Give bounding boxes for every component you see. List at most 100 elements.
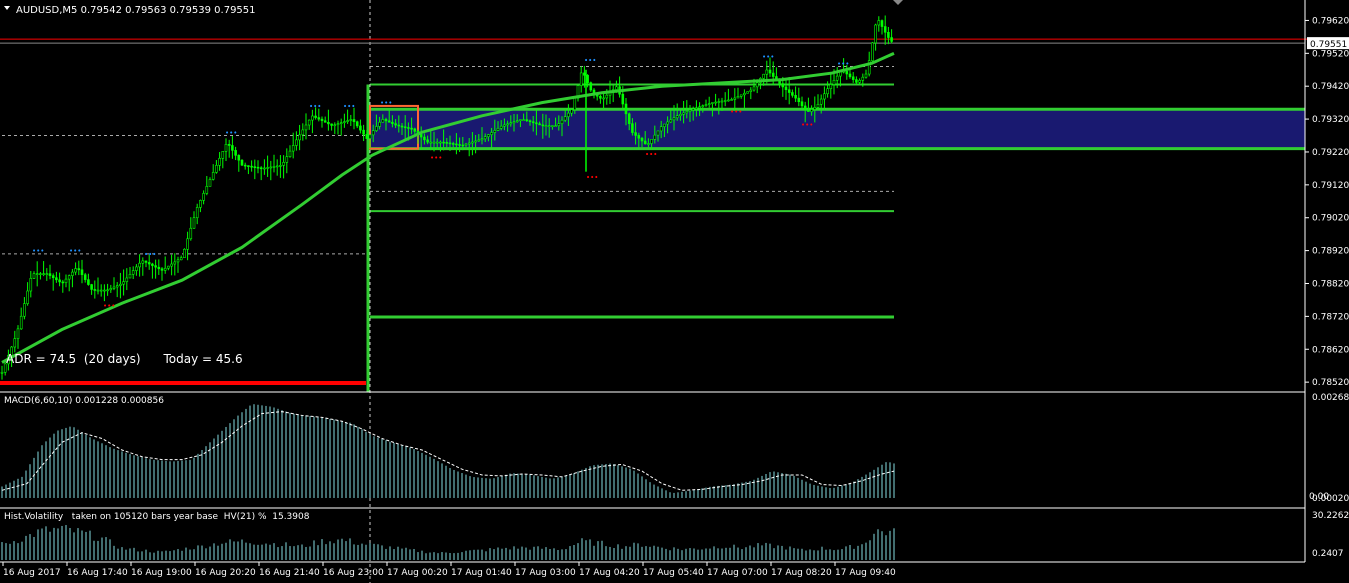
candle-body <box>579 72 583 86</box>
candle-body <box>739 94 743 97</box>
candle-body <box>487 134 490 138</box>
candle-body <box>714 101 717 104</box>
candle-body <box>39 273 42 275</box>
candle-body <box>663 123 666 128</box>
candle-body <box>259 167 263 170</box>
candle-body <box>346 120 349 122</box>
time-tick-label: 17 Aug 00:20 <box>387 568 448 578</box>
price-tick-label: 0.78920 <box>1312 247 1349 257</box>
candle-body <box>599 95 602 99</box>
candle-body <box>202 193 205 201</box>
candle-body <box>791 92 794 96</box>
candle-body <box>499 125 503 129</box>
candle-body <box>461 144 465 147</box>
current-price-box <box>1307 37 1349 50</box>
price-tick-label: 0.79620 <box>1312 16 1349 26</box>
candle-body <box>218 158 221 166</box>
candle-body <box>394 123 397 126</box>
candle-body <box>365 134 369 139</box>
candle-body <box>477 139 481 142</box>
candle-body <box>464 143 468 146</box>
macd-axis-extra: 0.00 <box>1309 492 1329 502</box>
candle-body <box>583 72 586 76</box>
candle-body <box>509 122 513 125</box>
fractal-high-marker: ••• <box>762 53 774 61</box>
fractal-low-marker: ••• <box>730 108 742 116</box>
macd-panel[interactable] <box>1 404 895 498</box>
candle-body <box>519 119 522 121</box>
candle-body <box>727 99 730 102</box>
candle-body <box>743 92 746 96</box>
candle-body <box>563 116 567 121</box>
candle-body <box>423 136 426 141</box>
candle-body <box>167 265 170 269</box>
candle-body <box>704 104 708 106</box>
candle-body <box>195 207 199 219</box>
candle-body <box>883 26 887 33</box>
candle-body <box>301 129 305 136</box>
candle-body <box>288 150 292 158</box>
candle-body <box>720 100 724 103</box>
candle-body <box>189 227 193 240</box>
candle-body <box>407 127 410 129</box>
candle-body <box>803 105 807 111</box>
fractal-high-marker: ••• <box>584 56 596 64</box>
candle-body <box>3 363 7 373</box>
candle-body <box>285 156 289 163</box>
candle-body <box>515 120 519 123</box>
supply-demand-zone <box>370 109 1305 149</box>
fractal-low-marker: ••• <box>586 174 598 182</box>
fractal-low-marker: ••• <box>103 302 115 310</box>
candle-body <box>183 248 186 259</box>
time-tick-label: 17 Aug 05:40 <box>643 568 704 578</box>
dropdown-triangle-icon <box>4 6 10 10</box>
candle-body <box>746 91 749 94</box>
hv-label: Hist.Volatility taken on 105120 bars yea… <box>4 512 310 522</box>
candle-body <box>336 123 340 126</box>
candle-body <box>307 119 311 126</box>
fractal-high-marker: ••• <box>32 247 44 255</box>
candle-body <box>74 268 77 273</box>
candle-body <box>493 130 497 133</box>
symbol-header: AUDUSD,M5 0.79542 0.79563 0.79539 0.7955… <box>16 5 256 16</box>
candle-body <box>483 136 487 140</box>
candle-body <box>179 257 183 261</box>
candle-body <box>234 150 237 156</box>
candle-body <box>752 86 756 91</box>
fractal-high-marker: ••• <box>837 60 849 68</box>
candle-body <box>362 129 365 135</box>
candle-body <box>87 279 90 285</box>
fractal-low-marker: ••• <box>430 154 442 162</box>
candle-body <box>771 72 775 77</box>
price-tick-label: 0.78820 <box>1312 279 1349 289</box>
candle-body <box>547 125 551 127</box>
candle-body <box>304 124 308 131</box>
candle-body <box>634 132 637 136</box>
candle-body <box>355 121 359 127</box>
candle-body <box>71 271 74 276</box>
candle-body <box>887 31 890 38</box>
fractal-high-marker: ••• <box>309 103 321 111</box>
candle-body <box>16 328 20 339</box>
candle-body <box>77 268 81 271</box>
candle-body <box>672 117 676 121</box>
candle-body <box>320 118 324 122</box>
price-tick-label: 0.79520 <box>1312 49 1349 59</box>
time-tick-label: 17 Aug 08:20 <box>771 568 832 578</box>
candle-body <box>538 123 541 126</box>
fractal-low-marker: ••• <box>801 121 813 129</box>
candle-body <box>797 97 801 103</box>
candle-body <box>125 277 129 282</box>
hv-panel[interactable] <box>1 525 895 560</box>
candle-body <box>848 73 852 78</box>
candle-body <box>656 130 660 136</box>
candle-body <box>455 143 458 146</box>
candle-body <box>835 75 839 81</box>
candle-body <box>0 371 4 374</box>
candle-body <box>67 275 71 280</box>
candle-body <box>298 134 301 141</box>
candle-body <box>215 165 218 173</box>
